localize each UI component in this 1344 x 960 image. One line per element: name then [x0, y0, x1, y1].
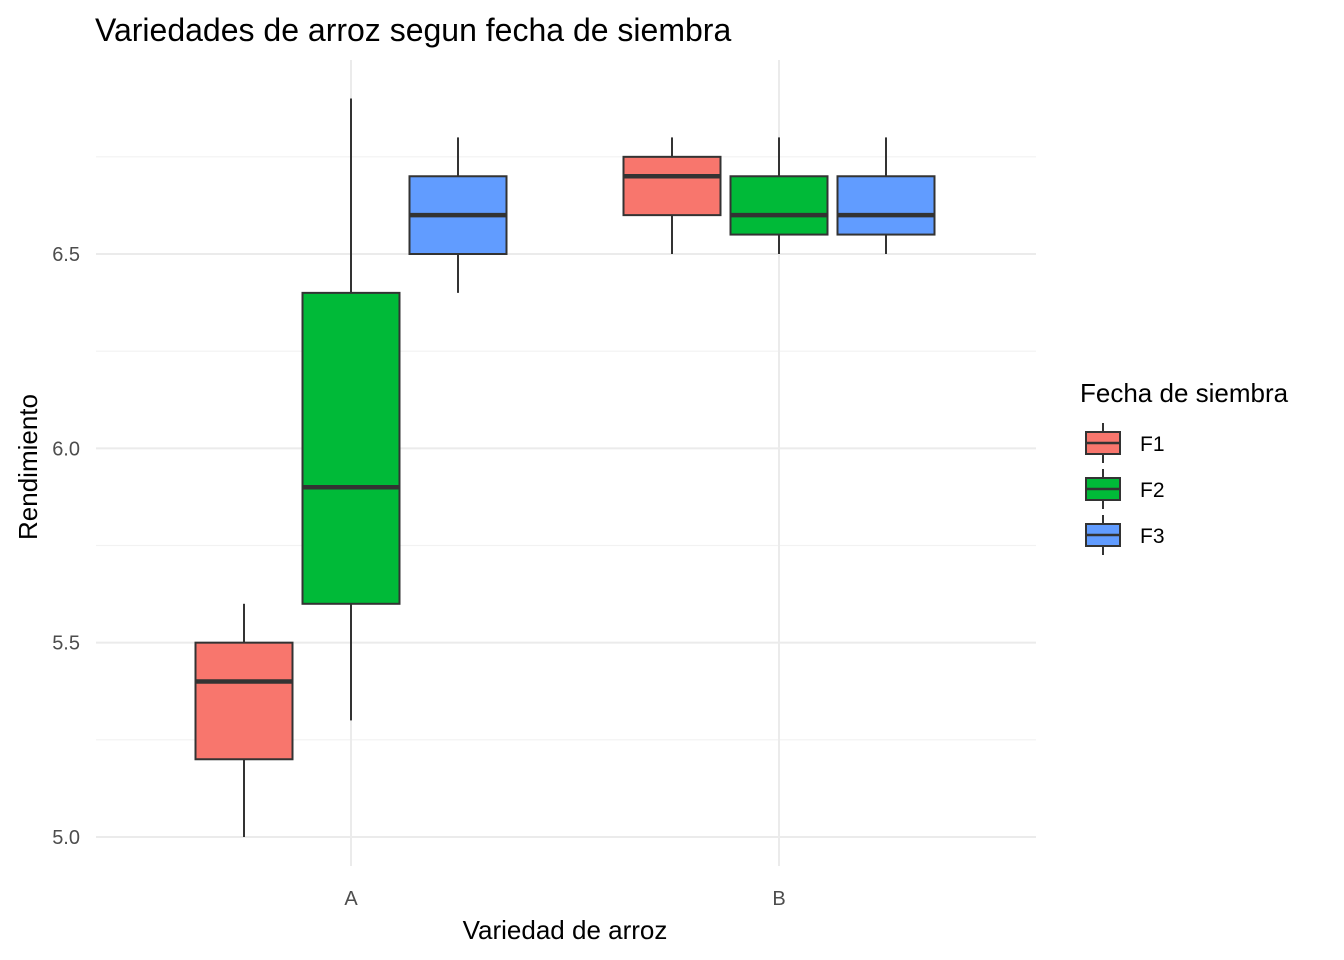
y-tick-label: 6.0 [52, 438, 80, 460]
legend-items: F1 F2 F3 [1085, 423, 1165, 555]
x-tick-label: A [344, 888, 358, 910]
box-F3-B [836, 137, 936, 254]
legend-title: Fecha de siembra [1080, 378, 1289, 408]
box-F2-A [301, 98, 401, 721]
axis-layer: 5.0 5.5 6.0 6.5 A B [52, 244, 785, 910]
box-F1-A [194, 603, 294, 837]
chart-title: Variedades de arroz segun fecha de siemb… [95, 12, 731, 48]
boxes-layer [194, 98, 936, 837]
x-axis-title: Variedad de arroz [463, 915, 668, 945]
legend-label: F3 [1140, 525, 1165, 548]
box-rect [301, 291, 401, 605]
y-tick-label: 5.5 [52, 633, 80, 655]
y-axis-title: Rendimiento [13, 394, 43, 540]
legend: Fecha de siembra F1 F2 F3 [1080, 378, 1289, 555]
box-rect [836, 175, 936, 236]
legend-item-F2: F2 [1085, 469, 1165, 509]
box-rect [622, 155, 722, 217]
x-tick-label: B [772, 888, 785, 910]
box-F1-B [622, 137, 722, 254]
y-tick-label: 5.0 [52, 827, 80, 849]
box-F3-A [408, 137, 508, 293]
box-F2-B [729, 137, 829, 254]
legend-label: F1 [1140, 433, 1165, 456]
box-rect [194, 641, 294, 761]
box-rect [729, 175, 829, 236]
legend-item-F1: F1 [1085, 423, 1165, 463]
legend-item-F3: F3 [1085, 515, 1165, 555]
legend-label: F2 [1140, 479, 1165, 502]
y-tick-label: 6.5 [52, 244, 80, 266]
